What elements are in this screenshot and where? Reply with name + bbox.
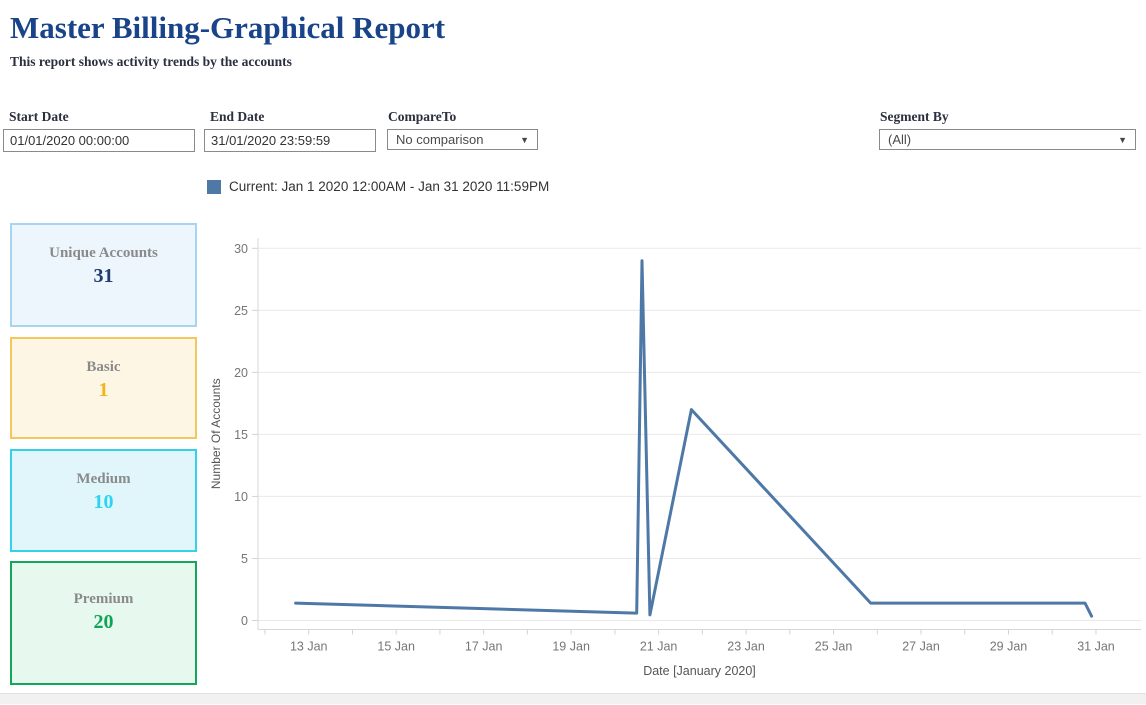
card-label: Unique Accounts [49,245,158,261]
y-axis-title: Number Of Accounts [209,378,223,489]
y-tick-label: 25 [234,304,248,318]
end-date-input[interactable] [204,129,376,152]
start-date-label: Start Date [9,109,69,124]
segment-by-selected-value: (All) [888,132,912,147]
card-basic: Basic 1 [10,337,197,439]
segment-by-filter: Segment By (All) ▼ [879,109,1136,150]
x-tick-label: 27 Jan [902,640,940,654]
legend-label: Current: Jan 1 2020 12:00AM - Jan 31 202… [229,179,550,194]
end-date-label: End Date [210,109,265,124]
compare-to-label: CompareTo [388,109,457,124]
page-subtitle: This report shows activity trends by the… [10,54,292,69]
y-tick-label: 15 [234,428,248,442]
segment-by-select[interactable]: (All) ▼ [879,129,1136,150]
card-medium: Medium 10 [10,449,197,552]
trend-chart[interactable]: 0 5 10 15 20 25 30 13 Jan 15 Jan 17 Jan 19 Jan 21 J… [200,230,1146,700]
horizontal-scrollbar[interactable] [0,693,1146,704]
segment-by-label: Segment By [880,109,949,124]
x-tick-label: 29 Jan [990,640,1028,654]
card-value: 20 [93,611,114,633]
x-tick-label: 15 Jan [377,640,415,654]
y-tick-label: 5 [241,552,248,566]
line-chart-svg[interactable]: 0 5 10 15 20 25 30 13 Jan 15 Jan 17 Jan 19 Jan 21 J… [200,230,1146,700]
card-label: Premium [73,591,134,607]
card-label: Medium [76,471,131,487]
y-tick-label: 20 [234,366,248,380]
x-tick-label: 19 Jan [552,640,590,654]
card-unique-accounts: Unique Accounts 31 [10,223,197,327]
legend-swatch-icon [207,179,221,194]
x-tick-label: 17 Jan [465,640,503,654]
y-tick-label: 0 [241,614,248,628]
card-value: 1 [98,379,109,401]
x-tick-label: 21 Jan [640,640,678,654]
trend-line[interactable] [294,259,1094,618]
dropdown-arrow-icon: ▼ [520,134,529,145]
x-tick-label: 31 Jan [1077,640,1115,654]
page-title: Master Billing-Graphical Report [10,10,446,45]
x-tick-label: 23 Jan [727,640,765,654]
compare-to-filter: CompareTo No comparison ▼ [387,109,538,150]
x-axis-title: Date [January 2020] [643,664,756,678]
x-tick-label: 13 Jan [290,640,328,654]
card-premium: Premium 20 [10,561,197,685]
y-tick-label: 30 [234,242,248,256]
x-tick-label: 25 Jan [815,640,853,654]
start-date-filter: Start Date [3,109,195,152]
start-date-input[interactable] [3,129,195,152]
card-label: Basic [86,359,121,375]
end-date-filter: End Date [204,109,376,152]
compare-to-selected-value: No comparison [396,132,484,147]
card-value: 10 [93,491,114,513]
compare-to-select[interactable]: No comparison ▼ [387,129,538,150]
legend: Current: Jan 1 2020 12:00AM - Jan 31 202… [207,179,549,194]
card-value: 31 [93,265,114,287]
dropdown-arrow-icon: ▼ [1118,134,1127,145]
y-tick-label: 10 [234,490,248,504]
